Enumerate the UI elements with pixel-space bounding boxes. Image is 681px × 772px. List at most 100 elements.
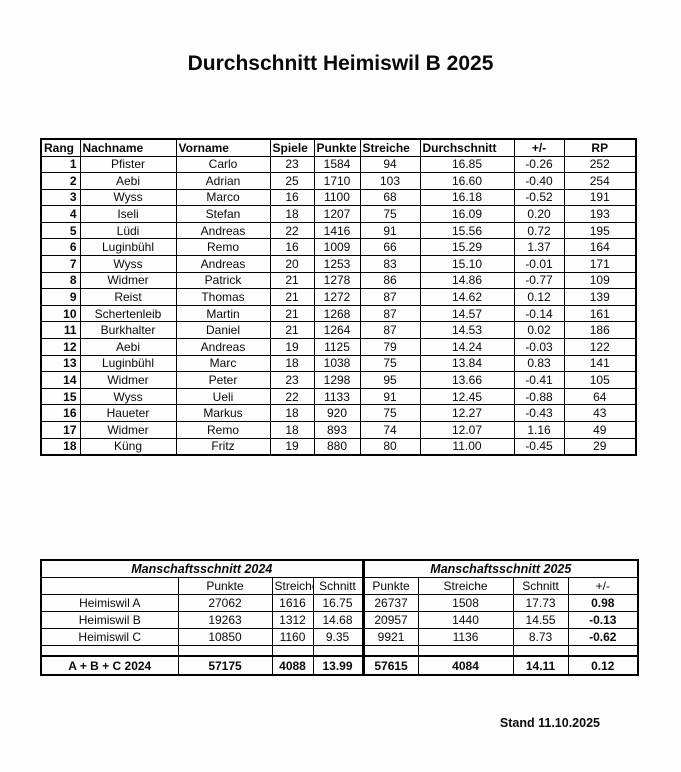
team-label-cell: A + B + C 2024 — [40, 655, 179, 676]
team-data-cell — [512, 644, 569, 657]
data-cell: 25 — [269, 172, 315, 190]
data-cell: 1.16 — [513, 421, 565, 439]
main-column-header: Durchschnitt — [419, 138, 515, 157]
team-average-table: Manschaftsschnitt 2024 Manschaftsschnitt … — [40, 559, 640, 676]
main-column-header: Streiche — [359, 138, 421, 157]
rank-cell: 7 — [40, 255, 81, 273]
team-data-cell: 57175 — [177, 655, 273, 676]
data-cell: 1298 — [313, 371, 361, 389]
rank-cell: 17 — [40, 421, 81, 439]
player-row: 15 Wyss Ueli 22 1133 91 12.45 -0.88 64 — [40, 387, 637, 406]
player-row: 18 Küng Fritz 19 880 80 11.00 -0.45 29 — [40, 437, 637, 456]
data-cell: 87 — [359, 304, 421, 323]
data-cell: 21 — [269, 321, 315, 340]
data-cell: 23 — [269, 371, 315, 389]
team-section-header: Manschaftsschnitt 2025 — [361, 559, 639, 578]
rank-cell: 14 — [40, 371, 81, 389]
data-cell: 75 — [359, 354, 421, 373]
team-row: Heimiswil A 27062 1616 16.75 26737 1508 17.73 0… — [40, 593, 639, 612]
main-column-header: +/- — [513, 138, 565, 157]
data-cell: 15.29 — [419, 238, 515, 257]
data-cell: -0.41 — [513, 371, 565, 389]
team-column-header: Streiche — [271, 576, 314, 595]
data-cell: 16.09 — [419, 205, 515, 223]
player-row: 4 Iseli Stefan 18 1207 75 16.09 0.20 193 — [40, 205, 637, 223]
data-cell: 74 — [359, 421, 421, 439]
data-cell: 105 — [563, 371, 637, 389]
data-cell: 139 — [563, 288, 637, 306]
data-cell: Schertenleib — [79, 304, 177, 323]
main-column-header: Punkte — [313, 138, 361, 157]
data-cell: -0.45 — [513, 437, 565, 456]
data-cell: 66 — [359, 238, 421, 257]
player-row: 9 Reist Thomas 21 1272 87 14.62 0.12 139 — [40, 288, 637, 306]
data-cell: Aebi — [79, 172, 177, 190]
player-row: 6 Luginbühl Remo 16 1009 66 15.29 1.37 164 — [40, 238, 637, 257]
data-cell: -0.88 — [513, 387, 565, 406]
team-column-header: +/- — [567, 576, 639, 595]
team-column-header — [40, 576, 179, 595]
data-cell: Andreas — [175, 221, 271, 240]
data-cell: 12.45 — [419, 387, 515, 406]
team-column-header: Streiche — [417, 576, 514, 595]
data-cell: 95 — [359, 371, 421, 389]
team-data-cell: 9921 — [361, 627, 419, 646]
team-label-cell: Heimiswil A — [40, 593, 179, 612]
data-cell: 15.56 — [419, 221, 515, 240]
data-cell: 141 — [563, 354, 637, 373]
team-data-cell: 0.98 — [567, 593, 639, 612]
player-row: 11 Burkhalter Daniel 21 1264 87 14.53 0.02 186 — [40, 321, 637, 340]
data-cell: Marco — [175, 188, 271, 207]
rank-cell: 4 — [40, 205, 81, 223]
data-cell: 1125 — [313, 338, 361, 356]
team-data-cell: 4088 — [271, 655, 314, 676]
data-cell: 79 — [359, 338, 421, 356]
data-cell: 12.27 — [419, 404, 515, 422]
team-column-header: Punkte — [177, 576, 273, 595]
player-row: 2 Aebi Adrian 25 1710 103 16.60 -0.40 254 — [40, 172, 637, 190]
team-data-cell — [361, 644, 419, 657]
data-cell: 16 — [269, 238, 315, 257]
data-cell: 0.02 — [513, 321, 565, 340]
data-cell: Markus — [175, 404, 271, 422]
average-table: Rang Nachname Vorname Spiele Punkte Streiche D… — [40, 138, 637, 456]
data-cell: Luginbühl — [79, 238, 177, 257]
data-cell: -0.26 — [513, 155, 565, 174]
player-row: 7 Wyss Andreas 20 1253 83 15.10 -0.01 171 — [40, 255, 637, 273]
team-total-row: A + B + C 2024 57175 4088 13.99 57615 4084 14.… — [40, 655, 639, 676]
data-cell: Thomas — [175, 288, 271, 306]
data-cell: 29 — [563, 437, 637, 456]
data-cell: 164 — [563, 238, 637, 257]
team-data-cell: 1508 — [417, 593, 514, 612]
data-cell: Reist — [79, 288, 177, 306]
team-data-cell: 9.35 — [312, 627, 364, 646]
team-data-cell — [312, 644, 364, 657]
data-cell: Widmer — [79, 421, 177, 439]
team-data-cell: 1312 — [271, 610, 314, 629]
team-data-cell: 1160 — [271, 627, 314, 646]
player-row: 10 Schertenleib Martin 21 1268 87 14.57 -0.14 16… — [40, 304, 637, 323]
rank-cell: 10 — [40, 304, 81, 323]
rank-cell: 12 — [40, 338, 81, 356]
team-data-cell — [177, 644, 273, 657]
data-cell: 195 — [563, 221, 637, 240]
data-cell: 1710 — [313, 172, 361, 190]
data-cell: 91 — [359, 387, 421, 406]
rank-cell: 13 — [40, 354, 81, 373]
data-cell: 0.20 — [513, 205, 565, 223]
player-row: 13 Luginbühl Marc 18 1038 75 13.84 0.83 141 — [40, 354, 637, 373]
data-cell: Remo — [175, 421, 271, 439]
data-cell: Andreas — [175, 255, 271, 273]
team-data-cell: 1616 — [271, 593, 314, 612]
data-cell: 16.85 — [419, 155, 515, 174]
data-cell: Wyss — [79, 188, 177, 207]
data-cell: -0.52 — [513, 188, 565, 207]
data-cell: Haueter — [79, 404, 177, 422]
rank-cell: 5 — [40, 221, 81, 240]
data-cell: 1100 — [313, 188, 361, 207]
main-column-header: RP — [563, 138, 637, 157]
team-data-cell: 17.73 — [512, 593, 569, 612]
team-data-cell: 8.73 — [512, 627, 569, 646]
data-cell: Ueli — [175, 387, 271, 406]
team-column-header: Punkte — [361, 576, 419, 595]
